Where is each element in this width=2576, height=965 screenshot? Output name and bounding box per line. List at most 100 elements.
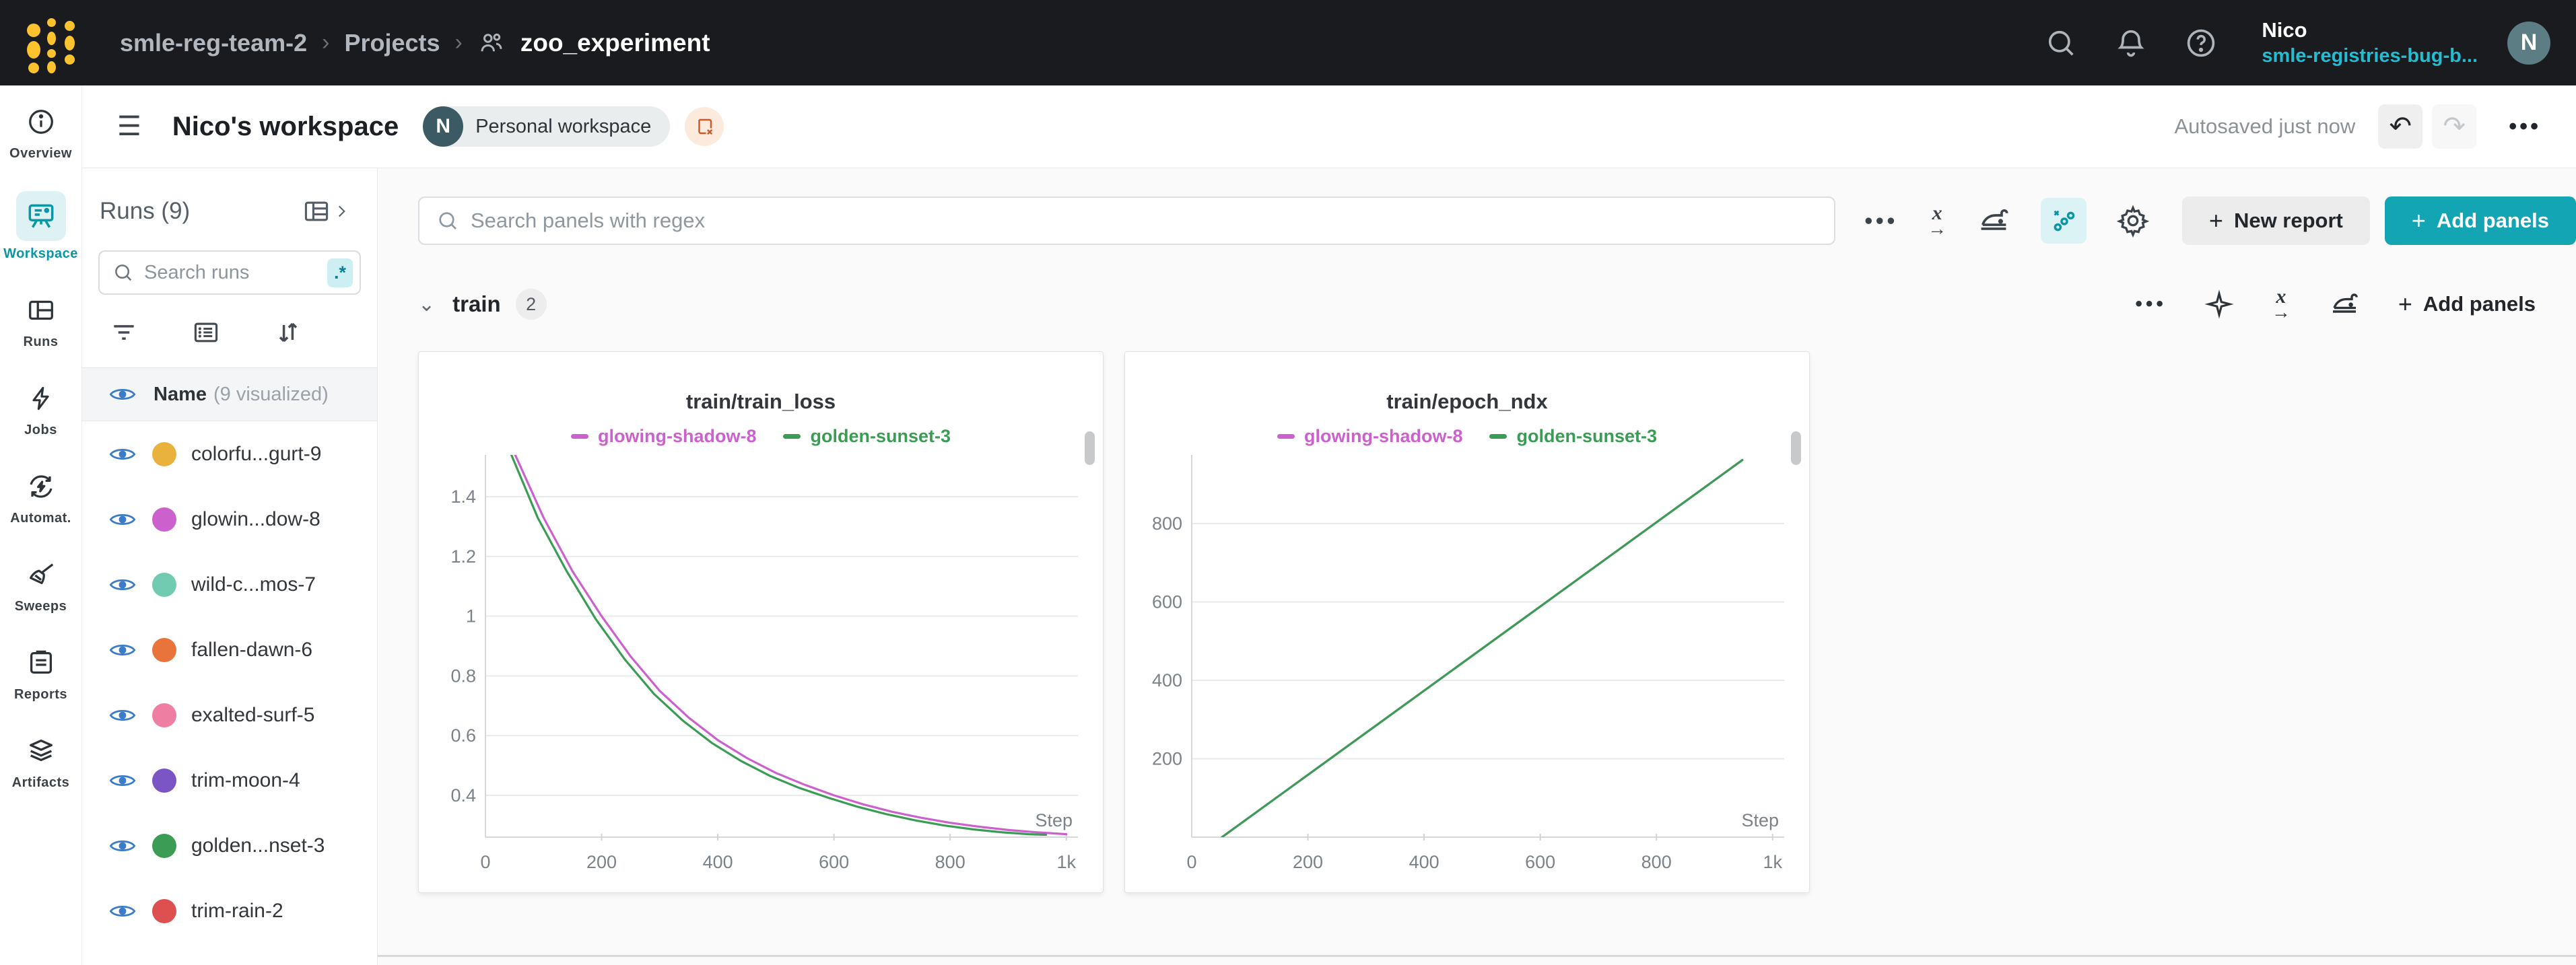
add-panels-button[interactable]: + Add panels [2384,196,2576,245]
visibility-eye-icon[interactable] [109,641,136,659]
chart-plot-area[interactable]: 0.4 0.6 0.8 1 1.2 1.4 0 200 400 600 800 1k Step [428,451,1094,879]
section-add-panels-button[interactable]: + Add panels [2398,290,2536,318]
legend-item[interactable]: golden-sunset-3 [783,426,951,447]
visibility-eye-icon[interactable] [109,510,136,529]
section-smoothing-iron-icon[interactable] [2328,288,2361,320]
y-tick-label: 200 [1152,748,1182,769]
workspace-settings-gear-icon[interactable] [2116,204,2150,238]
undo-button[interactable]: ↶ [2378,104,2423,149]
run-name[interactable]: exalted-surf-5 [191,703,315,726]
sidebar-item-label: Sweeps [14,599,67,614]
breadcrumb-projects[interactable]: Projects [344,28,440,57]
section-pin-sparkle-icon[interactable] [2204,289,2234,319]
workspace-badge[interactable]: N Personal workspace [423,106,671,147]
run-color-dot [152,441,176,466]
run-row[interactable]: fallen-dawn-6 [82,617,377,682]
visibility-eye-icon[interactable] [109,385,136,404]
section-x-axis-icon[interactable]: x → [2271,285,2291,322]
sidebar-item-workspace[interactable]: Workspace [2,191,80,262]
filter-icon[interactable] [109,318,139,347]
sidebar-item-overview[interactable]: Overview [2,103,80,162]
visibility-eye-icon[interactable] [109,575,136,594]
breadcrumb-team[interactable]: smle-reg-team-2 [120,28,308,57]
redo-button[interactable]: ↷ [2432,104,2477,149]
toolbar-more-icon[interactable]: ••• [1864,208,1899,233]
runs-table-expand-icon[interactable] [302,196,360,226]
sidebar-item-runs[interactable]: Runs [2,291,80,350]
series-line [1221,459,1744,837]
section-divider [378,955,2576,957]
panel-drag-handle[interactable] [1085,431,1095,465]
series-line [510,455,1048,836]
visibility-eye-icon[interactable] [109,836,136,855]
panel-card-train-epoch-ndx[interactable]: train/epoch_ndx glowing-shadow-8 golden-su… [1124,351,1810,893]
section-more-icon[interactable]: ••• [2135,293,2167,315]
x-axis-settings-icon[interactable]: x → [1928,202,1947,239]
wandb-logo[interactable] [23,14,81,73]
search-icon[interactable] [2043,26,2078,61]
page-title: Nico's workspace [172,111,399,141]
user-block[interactable]: Nico smle-registries-bug-b... [2262,17,2478,68]
group-list-icon[interactable] [191,318,221,347]
chart-legend: glowing-shadow-8 golden-sunset-3 [419,426,1103,447]
run-name[interactable]: glowin...dow-8 [191,507,320,530]
series-line [514,455,1068,836]
header-more-icon[interactable]: ••• [2509,113,2541,139]
avatar[interactable]: N [2507,21,2550,65]
panel-search-input[interactable] [471,209,1818,233]
run-name[interactable]: trim-moon-4 [191,769,300,791]
regex-toggle[interactable]: .* [327,258,353,287]
run-row[interactable]: colorfu...gurt-9 [82,421,377,487]
workspace-icon [15,191,66,241]
sidebar-item-automat[interactable]: Automat. [2,468,80,526]
sort-icon[interactable] [273,318,303,347]
visibility-eye-icon[interactable] [109,771,136,790]
chart-plot-area[interactable]: 200 400 600 800 0 200 400 600 800 1k Step [1134,451,1800,879]
runs-search-input[interactable] [144,261,327,284]
breadcrumb-project[interactable]: zoo_experiment [520,28,710,57]
run-row[interactable]: exalted-surf-5 [82,682,377,748]
run-row[interactable]: trim-moon-4 [82,748,377,813]
visibility-eye-icon[interactable] [109,902,136,921]
run-name[interactable]: fallen-dawn-6 [191,638,313,661]
legend-item[interactable]: golden-sunset-3 [1489,426,1657,447]
legend-item[interactable]: glowing-shadow-8 [570,426,756,447]
smoothing-iron-icon[interactable] [1976,203,2011,238]
x-tick-label: 1k [1763,852,1782,872]
panel-config-scatter-icon[interactable] [2041,198,2087,244]
x-tick-label: 400 [703,852,733,872]
legend-item[interactable]: glowing-shadow-8 [1277,426,1462,447]
runs-search-box: .* [98,250,361,295]
clear-workspace-icon[interactable] [685,107,724,146]
section-name[interactable]: train [452,291,501,316]
run-color-dot [152,898,176,923]
visibility-eye-icon[interactable] [109,445,136,464]
run-row[interactable]: golden...nset-3 [82,813,377,878]
legend-run-name: golden-sunset-3 [1516,426,1657,446]
user-org-link[interactable]: smle-registries-bug-b... [2262,44,2478,67]
run-row[interactable]: trim-rain-2 [82,878,377,943]
hamburger-menu-icon[interactable]: ☰ [117,112,141,141]
chevron-down-icon[interactable]: ⌄ [418,293,436,316]
sidebar-item-label: Reports [13,687,68,702]
new-report-button[interactable]: + New report [2181,196,2370,245]
panel-card-train-train-loss[interactable]: train/train_loss glowing-shadow-8 golden-s… [418,351,1104,893]
run-row[interactable]: wild-c...mos-7 [82,552,377,617]
sidebar-item-reports[interactable]: Reports [2,644,80,703]
help-icon[interactable] [2183,26,2218,61]
run-name[interactable]: wild-c...mos-7 [191,573,316,596]
runs-list-header[interactable]: Name (9 visualized) [82,367,377,421]
sidebar-item-jobs[interactable]: Jobs [2,380,80,438]
sidebar-item-sweeps[interactable]: Sweeps [2,556,80,614]
run-name[interactable]: trim-rain-2 [191,899,283,922]
run-row[interactable]: glowin...dow-8 [82,487,377,552]
visibility-eye-icon[interactable] [109,706,136,725]
sidebar-item-label: Automat. [10,511,71,526]
run-name[interactable]: golden...nset-3 [191,834,325,857]
sidebar-item-artifacts[interactable]: Artifacts [2,732,80,791]
run-name[interactable]: colorfu...gurt-9 [191,442,322,465]
automations-icon [22,468,60,505]
panel-drag-handle[interactable] [1791,431,1801,465]
notifications-bell-icon[interactable] [2113,26,2148,61]
